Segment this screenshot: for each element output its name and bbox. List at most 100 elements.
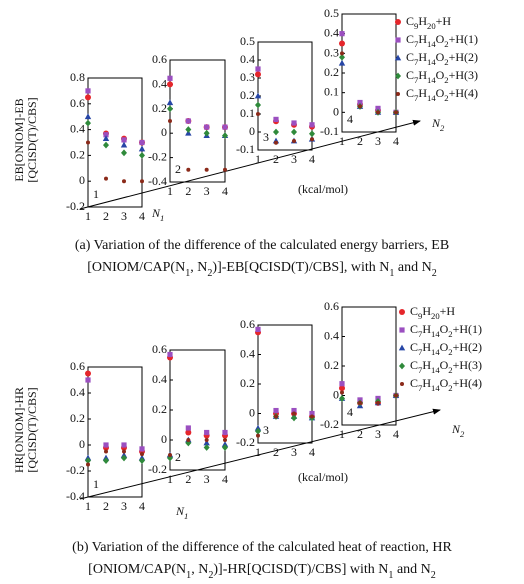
point <box>376 400 380 405</box>
point <box>309 122 315 128</box>
point <box>273 128 279 136</box>
y-tick-label: 0.5 <box>240 34 255 48</box>
point <box>140 452 144 457</box>
x-tick-label: 2 <box>103 499 109 513</box>
point <box>185 118 191 124</box>
point <box>222 429 228 436</box>
x-tick-label: 1 <box>85 499 91 513</box>
point <box>167 351 173 358</box>
point <box>394 393 398 398</box>
point <box>273 116 279 122</box>
y-tick-label: 0.2 <box>324 65 339 79</box>
x-tick-label: 4 <box>139 499 145 513</box>
point <box>204 124 210 130</box>
x-tick-label: 3 <box>204 472 210 486</box>
legend-marker <box>399 309 405 315</box>
y-tick-label: 0.3 <box>240 70 255 84</box>
x-tick-label: 4 <box>222 472 228 486</box>
point <box>86 140 90 145</box>
point <box>357 99 363 106</box>
x-tick-label: 2 <box>357 427 363 441</box>
legend-marker <box>399 362 405 370</box>
x-tick-label: 3 <box>291 445 297 459</box>
point <box>86 462 90 467</box>
point <box>203 439 210 446</box>
x-tick-label: 3 <box>121 209 127 223</box>
point <box>167 75 173 81</box>
y-tick-label: 0 <box>249 124 255 138</box>
point <box>185 429 192 436</box>
legend-label: C7H14O2+H(2) <box>410 340 482 357</box>
y-tick-label: 0.1 <box>240 106 255 120</box>
n1-label: N1 <box>151 206 164 223</box>
x-tick-label: 4 <box>139 209 145 223</box>
point <box>222 124 228 130</box>
y-axis-label: [QCISD(T)/CBS] <box>25 97 39 182</box>
point <box>338 59 346 66</box>
y-tick-label: 0 <box>333 104 339 118</box>
x-tick-label: 1 <box>85 209 91 223</box>
point <box>339 53 345 61</box>
n1-label: N1 <box>175 504 188 521</box>
point <box>255 326 261 333</box>
y-tick-label: -0.2 <box>320 417 339 431</box>
point <box>85 370 91 377</box>
y-axis-label: [QCISD(T)/CBS] <box>25 387 39 472</box>
point <box>84 113 92 120</box>
point <box>138 145 146 152</box>
point <box>203 444 210 451</box>
point <box>186 438 191 442</box>
subplot-label: 2 <box>175 162 181 176</box>
legend-label: C9H20+H <box>406 14 451 31</box>
point <box>255 101 261 109</box>
point <box>339 395 345 402</box>
point <box>339 31 345 37</box>
point <box>292 411 296 416</box>
y-tick-label: 0.4 <box>240 52 255 66</box>
point <box>204 429 210 436</box>
point <box>291 128 297 136</box>
x-tick-label: 2 <box>185 184 191 198</box>
point <box>121 442 127 448</box>
legend-marker <box>394 54 402 61</box>
point <box>103 141 109 149</box>
point <box>139 139 145 146</box>
subplot-label: 4 <box>347 112 353 126</box>
legend-marker <box>395 19 401 25</box>
point <box>185 439 192 447</box>
subplot-frame <box>87 366 143 498</box>
unit-label: (kcal/mol) <box>298 470 348 484</box>
point <box>255 71 261 78</box>
point <box>223 167 227 172</box>
point <box>140 179 144 184</box>
y-tick-label: 0.4 <box>324 328 339 342</box>
y-axis-label: HR[ONIOM]-HR <box>12 387 26 473</box>
legend-marker <box>395 37 401 43</box>
y-tick-label: 0 <box>161 125 167 139</box>
point <box>274 140 278 145</box>
legend-label: C9H20+H <box>410 304 455 321</box>
point <box>256 433 260 438</box>
point <box>222 444 228 451</box>
x-tick-label: 4 <box>309 152 315 166</box>
x-tick-label: 2 <box>273 152 279 166</box>
legend-label: C7H14O2+H(1) <box>406 32 478 49</box>
x-tick-label: 1 <box>167 472 173 486</box>
y-tick-label: -0.1 <box>320 124 339 138</box>
x-tick-label: 2 <box>103 209 109 223</box>
x-tick-label: 1 <box>339 427 345 441</box>
n2-label: N2 <box>431 116 445 133</box>
x-tick-label: 2 <box>273 445 279 459</box>
y-tick-label: -0.4 <box>148 174 167 188</box>
y-tick-label: 0 <box>333 387 339 401</box>
legend-label: C7H14O2+H(4) <box>406 86 478 103</box>
point <box>103 442 109 448</box>
point <box>120 141 128 148</box>
point <box>85 94 91 101</box>
point <box>339 381 345 387</box>
point <box>85 377 91 383</box>
point <box>292 139 296 143</box>
legend-label: C7H14O2+H(3) <box>406 68 478 85</box>
point <box>376 110 380 115</box>
